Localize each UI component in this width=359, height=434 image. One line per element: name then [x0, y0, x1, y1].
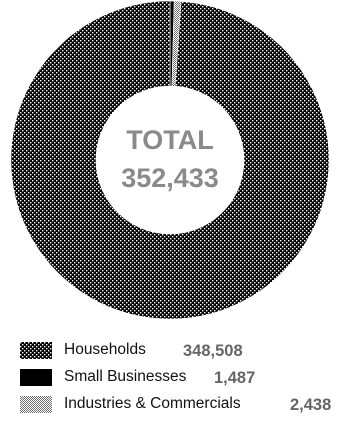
- center-total-label: TOTAL: [126, 125, 214, 155]
- legend: Households 348,508 Small Businesses 1,48…: [20, 340, 350, 421]
- legend-label-small-businesses: Small Businesses: [64, 368, 187, 385]
- legend-swatch-industries: [20, 396, 52, 413]
- legend-label-households: Households: [64, 341, 146, 358]
- center-total-value: 352,433: [121, 163, 219, 193]
- legend-item-small-businesses: Small Businesses 1,487: [20, 367, 350, 394]
- legend-item-industries: Industries & Commercials 2,438: [20, 394, 350, 421]
- legend-swatch-households: [20, 342, 52, 359]
- legend-value-small-businesses: 1,487: [214, 369, 256, 387]
- legend-value-households: 348,508: [183, 342, 243, 360]
- legend-value-industries: 2,438: [290, 396, 332, 414]
- slice-households: [10, 0, 330, 320]
- legend-label-industries: Industries & Commercials: [64, 395, 241, 412]
- legend-swatch-small-businesses: [20, 369, 52, 386]
- donut-slices: [10, 0, 330, 320]
- legend-item-households: Households 348,508: [20, 340, 350, 367]
